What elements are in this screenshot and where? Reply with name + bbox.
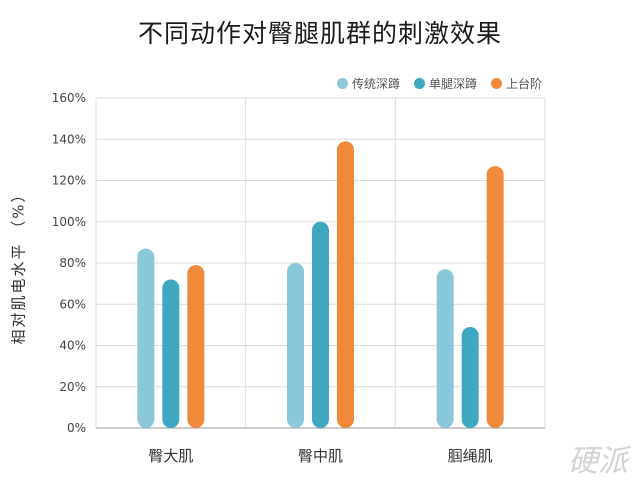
y-tick-label-6: 120% bbox=[52, 174, 86, 188]
legend-item-0: 传统深蹲 bbox=[336, 75, 400, 92]
legend-label-2: 上台阶 bbox=[505, 77, 542, 91]
bar-0-2 bbox=[187, 265, 205, 428]
y-tick-label-2: 40% bbox=[59, 339, 86, 353]
bar-1-0 bbox=[287, 263, 304, 428]
legend-swatch-0 bbox=[336, 78, 348, 89]
watermark-logo: 硬派 bbox=[568, 444, 628, 479]
bar-2-2 bbox=[486, 166, 504, 428]
y-tick-label-0: 0% bbox=[67, 421, 86, 435]
y-tick-label-7: 140% bbox=[52, 132, 86, 146]
bar-1-2 bbox=[337, 141, 354, 428]
x-tick-label-0: 臀大肌 bbox=[148, 447, 193, 465]
legend-label-0: 传统深蹲 bbox=[351, 77, 400, 91]
legend-swatch-1 bbox=[413, 78, 425, 89]
x-tick-label-1: 臀中肌 bbox=[298, 447, 343, 465]
bar-1-1 bbox=[312, 221, 329, 428]
bar-0-1 bbox=[162, 279, 180, 428]
legend-label-1: 单腿深蹲 bbox=[428, 77, 477, 91]
y-tick-label-1: 20% bbox=[59, 380, 86, 394]
y-tick-label-5: 100% bbox=[52, 215, 86, 229]
y-tick-label-4: 80% bbox=[59, 256, 86, 270]
bar-2-1 bbox=[461, 326, 479, 428]
y-tick-label-8: 160% bbox=[52, 91, 86, 105]
legend: 传统深蹲 单腿深蹲 上台阶 bbox=[336, 75, 542, 92]
bar-0-0 bbox=[137, 248, 155, 428]
bar-2-0 bbox=[436, 269, 454, 428]
legend-item-2: 上台阶 bbox=[490, 75, 542, 92]
legend-swatch-2 bbox=[490, 78, 502, 89]
x-tick-label-2: 腘绳肌 bbox=[448, 447, 493, 465]
legend-item-1: 单腿深蹲 bbox=[413, 75, 477, 92]
y-tick-label-3: 60% bbox=[59, 297, 86, 311]
chart-title: 不同动作对臀腿肌群的刺激效果 bbox=[137, 19, 502, 48]
